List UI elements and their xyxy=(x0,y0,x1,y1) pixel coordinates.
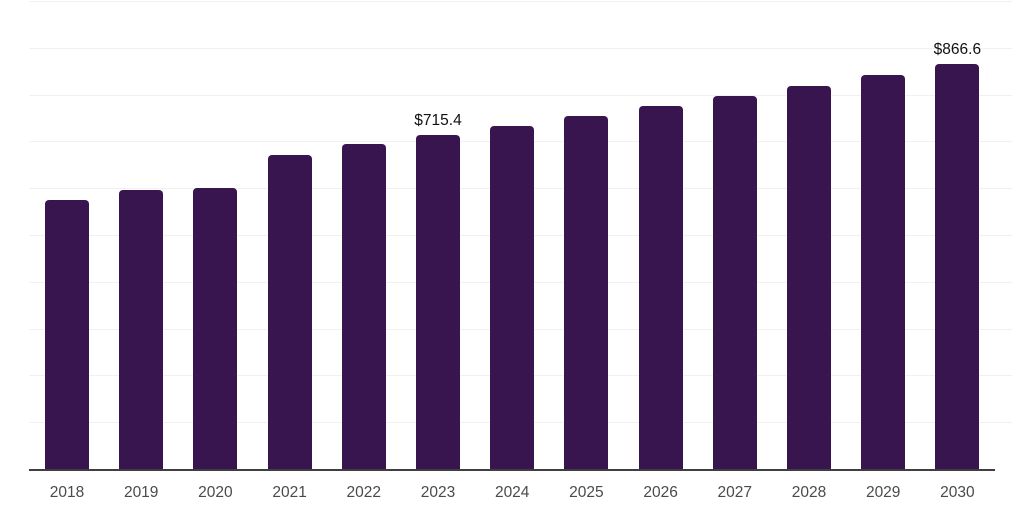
bar-2028 xyxy=(787,85,831,470)
bar-2024 xyxy=(490,125,535,470)
bar-2022 xyxy=(341,144,386,470)
x-tick-2028: 2028 xyxy=(791,484,827,501)
bar-value-label-2023: $715.4 xyxy=(414,111,462,129)
gridline xyxy=(29,94,1012,96)
x-tick-2027: 2027 xyxy=(717,484,753,501)
bar-2020 xyxy=(193,187,238,470)
x-tick-2030: 2030 xyxy=(940,484,975,501)
x-tick-2020: 2020 xyxy=(198,484,233,501)
bar-2018 xyxy=(45,199,89,470)
plot-area: $715.4 $866.6 xyxy=(29,1,1012,470)
bar-2023 xyxy=(416,135,460,470)
x-tick-2024: 2024 xyxy=(494,484,530,501)
x-axis-labels: 2018 2019 2020 2021 2022 2023 2024 2025 2026 2027… xyxy=(29,485,1012,505)
x-tick-2029: 2029 xyxy=(865,484,901,501)
x-tick-2025: 2025 xyxy=(569,484,604,501)
bar-2026 xyxy=(638,106,683,470)
bar-2019 xyxy=(119,189,164,470)
x-axis-line xyxy=(29,469,995,471)
bar-2021 xyxy=(267,155,312,470)
x-tick-2026: 2026 xyxy=(643,484,678,501)
gridline xyxy=(29,1,1012,2)
bar-2030 xyxy=(935,64,980,470)
x-tick-2023: 2023 xyxy=(420,484,456,501)
x-tick-2019: 2019 xyxy=(123,484,159,501)
x-tick-2022: 2022 xyxy=(346,484,382,501)
bar-2027 xyxy=(712,96,757,470)
bar-value-label-2030: $866.6 xyxy=(933,40,982,58)
x-tick-2018: 2018 xyxy=(49,484,85,501)
bar-2029 xyxy=(861,75,906,470)
bar-2025 xyxy=(564,116,609,470)
x-tick-2021: 2021 xyxy=(272,484,307,501)
gridline xyxy=(29,47,1012,49)
